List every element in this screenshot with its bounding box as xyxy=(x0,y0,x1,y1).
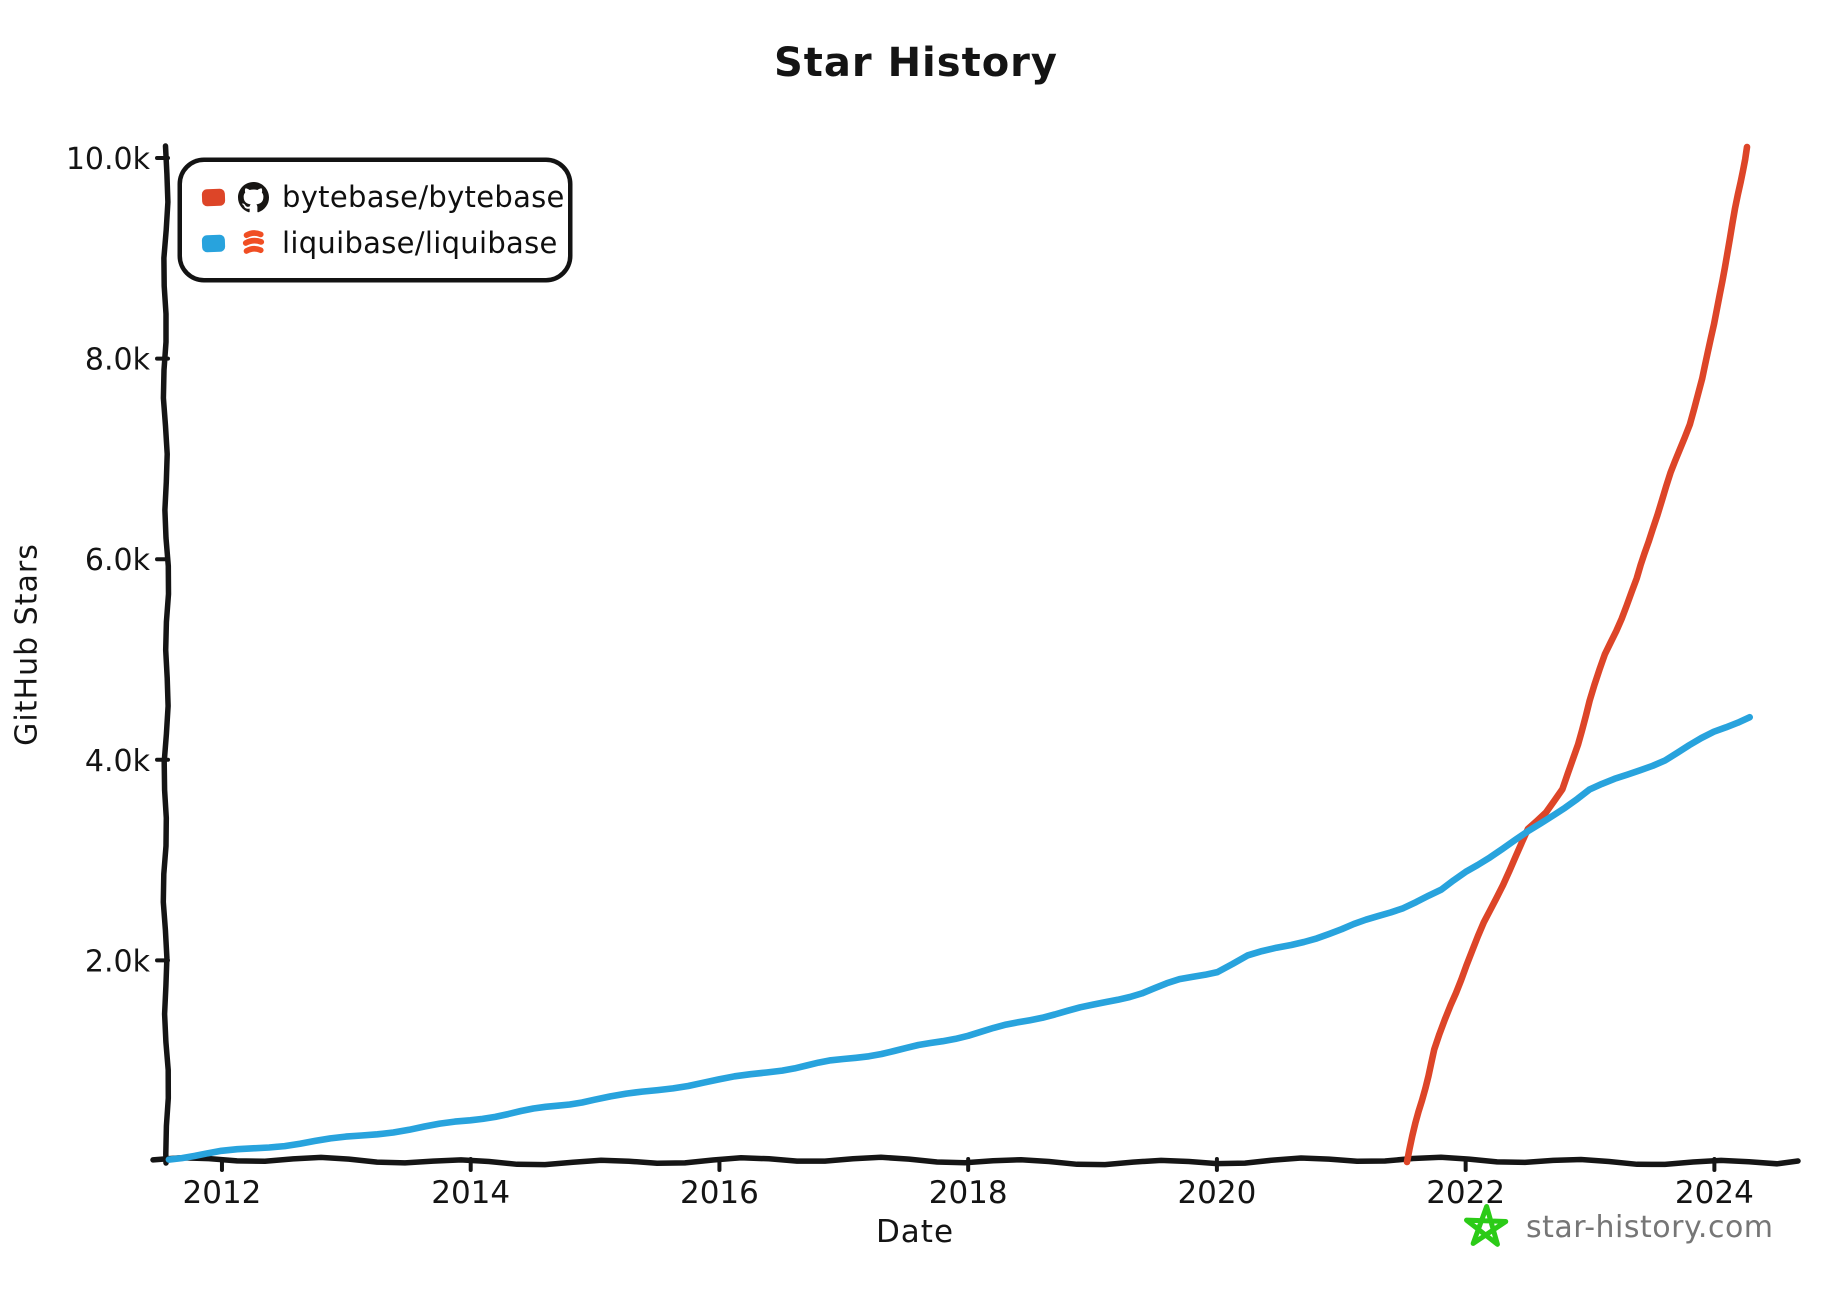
legend-entry-bytebase: bytebase/bytebase xyxy=(201,180,564,214)
y-tick-label: 8.0k xyxy=(85,343,151,378)
watermark-link[interactable]: star-history.com xyxy=(1462,1202,1774,1252)
x-tick-label: 2018 xyxy=(929,1175,1008,1211)
y-tick-label: 2.0k xyxy=(85,944,151,979)
y-tick-label: 6.0k xyxy=(85,543,151,578)
chart-title: Star History xyxy=(774,40,1058,86)
x-axis-title: Date xyxy=(875,1214,955,1250)
x-tick-label: 2020 xyxy=(1177,1175,1256,1211)
legend-entry-liquibase: liquibase/liquibase xyxy=(201,226,557,260)
legend-swatch-bytebase xyxy=(201,188,226,206)
liquibase-icon xyxy=(242,229,265,254)
x-tick-label: 2022 xyxy=(1426,1175,1505,1211)
github-icon xyxy=(238,181,269,212)
legend-label-bytebase: bytebase/bytebase xyxy=(282,180,565,214)
star-icon xyxy=(1463,1204,1509,1247)
legend-label-liquibase: liquibase/liquibase xyxy=(282,226,558,260)
y-tick-label: 4.0k xyxy=(85,744,151,779)
x-axis-line xyxy=(150,1154,1801,1168)
legend-swatch-liquibase xyxy=(201,234,226,252)
y-axis-line xyxy=(160,143,172,1166)
series-line-bytebase xyxy=(1403,143,1751,1166)
watermark-text: star-history.com xyxy=(1526,1209,1774,1245)
x-tick-label: 2024 xyxy=(1675,1175,1754,1211)
x-tick-label: 2016 xyxy=(680,1175,759,1211)
legend: bytebase/bytebase liquibase/liquibase xyxy=(178,158,572,282)
x-tick-label: 2014 xyxy=(431,1175,510,1211)
x-tick-label: 2012 xyxy=(183,1175,262,1211)
y-axis-title: GitHub Stars xyxy=(9,543,45,746)
y-tick-label: 10.0k xyxy=(66,142,151,177)
series-line-liquibase xyxy=(165,713,1753,1163)
